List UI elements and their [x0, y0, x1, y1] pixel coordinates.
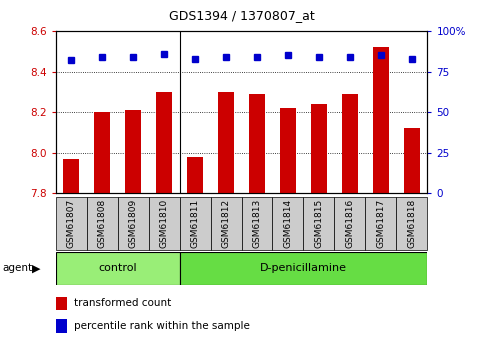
Bar — [311, 104, 327, 193]
Text: GSM61815: GSM61815 — [314, 199, 324, 248]
Bar — [342, 94, 358, 193]
Bar — [404, 128, 420, 193]
Text: agent: agent — [2, 263, 32, 273]
FancyBboxPatch shape — [117, 197, 149, 250]
FancyBboxPatch shape — [211, 197, 242, 250]
Bar — [187, 157, 203, 193]
Bar — [218, 92, 234, 193]
FancyBboxPatch shape — [366, 197, 397, 250]
Bar — [125, 110, 141, 193]
Text: GSM61810: GSM61810 — [159, 199, 169, 248]
FancyBboxPatch shape — [272, 197, 303, 250]
Text: GSM61813: GSM61813 — [253, 199, 261, 248]
Text: GSM61811: GSM61811 — [190, 199, 199, 248]
Bar — [63, 159, 79, 193]
Bar — [56, 297, 68, 310]
Text: GDS1394 / 1370807_at: GDS1394 / 1370807_at — [169, 9, 314, 22]
FancyBboxPatch shape — [56, 197, 86, 250]
Text: GSM61817: GSM61817 — [376, 199, 385, 248]
Text: D-penicillamine: D-penicillamine — [260, 263, 347, 273]
Text: GSM61812: GSM61812 — [222, 199, 230, 248]
Text: ▶: ▶ — [32, 263, 41, 273]
FancyBboxPatch shape — [303, 197, 334, 250]
FancyBboxPatch shape — [180, 197, 211, 250]
Text: percentile rank within the sample: percentile rank within the sample — [74, 321, 250, 331]
FancyBboxPatch shape — [56, 252, 180, 285]
Text: GSM61807: GSM61807 — [67, 199, 75, 248]
Bar — [94, 112, 110, 193]
FancyBboxPatch shape — [334, 197, 366, 250]
Text: GSM61808: GSM61808 — [98, 199, 107, 248]
Bar — [56, 319, 68, 333]
Text: GSM61814: GSM61814 — [284, 199, 293, 248]
Text: transformed count: transformed count — [74, 298, 171, 308]
Text: GSM61818: GSM61818 — [408, 199, 416, 248]
FancyBboxPatch shape — [397, 197, 427, 250]
Bar — [373, 47, 389, 193]
Text: GSM61809: GSM61809 — [128, 199, 138, 248]
Bar — [156, 92, 172, 193]
Text: GSM61816: GSM61816 — [345, 199, 355, 248]
Text: control: control — [98, 263, 137, 273]
FancyBboxPatch shape — [242, 197, 272, 250]
FancyBboxPatch shape — [86, 197, 117, 250]
Bar — [280, 108, 296, 193]
FancyBboxPatch shape — [180, 252, 427, 285]
FancyBboxPatch shape — [149, 197, 180, 250]
Bar — [249, 94, 265, 193]
